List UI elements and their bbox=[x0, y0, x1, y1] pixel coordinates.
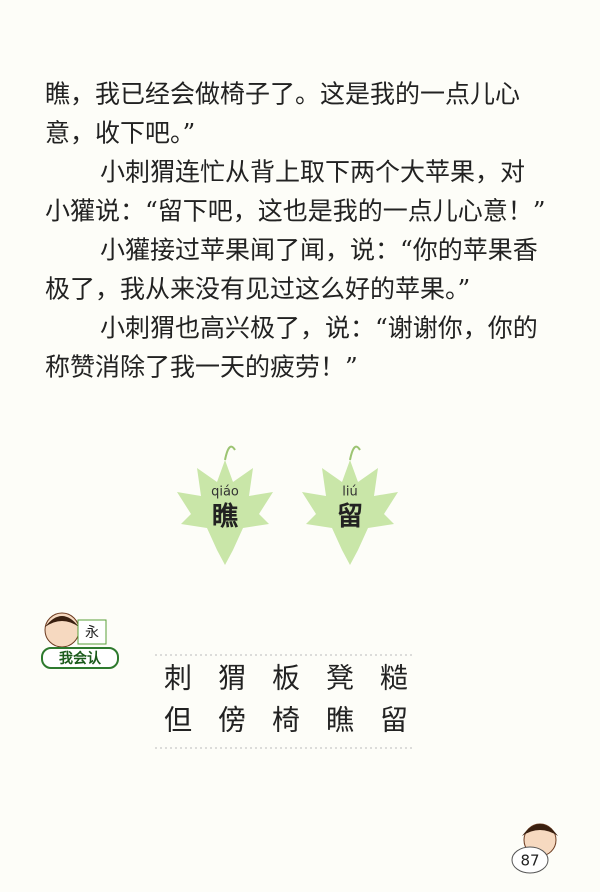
leaf-icon bbox=[177, 445, 273, 565]
text-line: 小刺猬也高兴极了，说：“谢谢你，你的 bbox=[100, 314, 538, 343]
badge-icon bbox=[41, 612, 119, 669]
character: 椅 bbox=[272, 704, 300, 737]
badge-label: 我会认 bbox=[59, 650, 102, 667]
text-line: 小獾说：“留下吧，这也是我的一点儿心意！” bbox=[45, 197, 546, 226]
character: 糙 bbox=[380, 662, 408, 695]
character: 刺 bbox=[164, 662, 192, 695]
pinyin: liú bbox=[342, 485, 357, 500]
character: 但 bbox=[164, 704, 192, 737]
text-line: 小獾接过苹果闻了闻，说：“你的苹果香 bbox=[100, 236, 538, 265]
character: 板 bbox=[272, 662, 300, 695]
page-number-icon bbox=[511, 823, 558, 874]
character: 瞧 bbox=[326, 704, 354, 737]
leaf-char: 瞧 bbox=[212, 501, 238, 532]
page-number: 87 bbox=[520, 852, 539, 870]
character: 凳 bbox=[326, 662, 354, 695]
leaf-icon bbox=[302, 445, 398, 565]
text-line: 称赞消除了我一天的疲劳！” bbox=[45, 353, 358, 382]
text-line: 小刺猬连忙从背上取下两个大苹果，对 bbox=[100, 158, 525, 187]
character: 留 bbox=[380, 704, 408, 737]
character: 猬 bbox=[218, 662, 246, 695]
text-line: 瞧，我已经会做椅子了。这是我的一点儿心 bbox=[45, 80, 520, 109]
pinyin: qiáo bbox=[211, 485, 239, 500]
leaf-char: 留 bbox=[337, 502, 363, 532]
badge-board: 永 bbox=[85, 625, 99, 641]
text-line: 意，收下吧。” bbox=[45, 119, 195, 148]
character: 傍 bbox=[218, 704, 246, 737]
text-line: 极了，我从来没有见过这么好的苹果。” bbox=[45, 275, 470, 304]
